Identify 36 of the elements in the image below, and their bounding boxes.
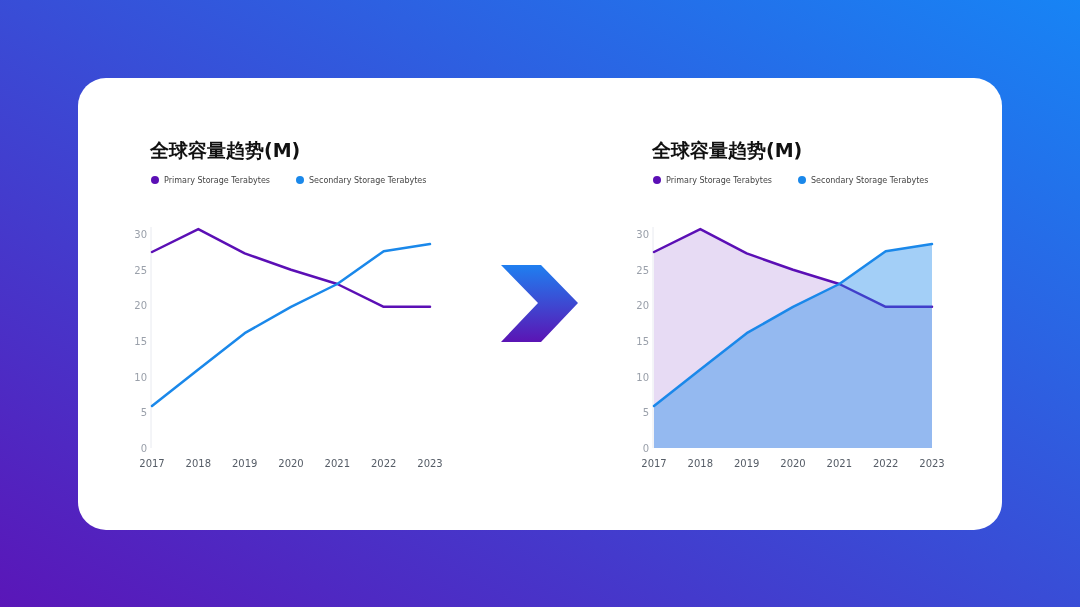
y-tick-label: 30 xyxy=(134,229,147,241)
x-tick-label: 2019 xyxy=(733,458,760,469)
y-tick-label: 0 xyxy=(642,443,649,454)
legend-label: Primary Storage Terabytes xyxy=(666,176,772,185)
y-tick-label: 25 xyxy=(134,264,147,276)
x-tick-label: 2020 xyxy=(278,458,304,469)
y-tick-label: 25 xyxy=(636,264,649,276)
x-tick-label: 2019 xyxy=(231,458,258,469)
y-tick-label: 30 xyxy=(636,229,649,241)
legend-label: Primary Storage Terabytes xyxy=(164,176,270,185)
y-tick-label: 0 xyxy=(140,443,147,454)
x-tick-label: 2023 xyxy=(919,458,945,469)
x-tick-label: 2018 xyxy=(185,458,212,469)
line-series xyxy=(150,242,432,408)
y-tick-label: 20 xyxy=(134,300,147,312)
line-series xyxy=(150,227,432,309)
x-tick-label: 2017 xyxy=(139,458,165,469)
y-tick-label: 15 xyxy=(636,336,649,348)
chart-title: 全球容量趋势(M) xyxy=(149,139,301,161)
legend-label: Secondary Storage Terabytes xyxy=(309,176,427,185)
x-tick-label: 2017 xyxy=(641,458,667,469)
x-tick-label: 2022 xyxy=(872,458,899,469)
chart-title: 全球容量趋势(M) xyxy=(651,139,803,161)
y-tick-label: 15 xyxy=(134,336,147,348)
x-tick-label: 2021 xyxy=(826,458,853,469)
x-tick-label: 2020 xyxy=(780,458,806,469)
x-tick-label: 2018 xyxy=(687,458,714,469)
y-tick-label: 5 xyxy=(642,407,649,419)
x-tick-label: 2022 xyxy=(370,458,397,469)
x-tick-label: 2023 xyxy=(417,458,443,469)
y-tick-label: 10 xyxy=(134,371,147,383)
y-tick-label: 10 xyxy=(636,371,649,383)
y-tick-label: 20 xyxy=(636,300,649,312)
legend-label: Secondary Storage Terabytes xyxy=(811,176,929,185)
y-tick-label: 5 xyxy=(140,407,147,419)
x-tick-label: 2021 xyxy=(324,458,351,469)
